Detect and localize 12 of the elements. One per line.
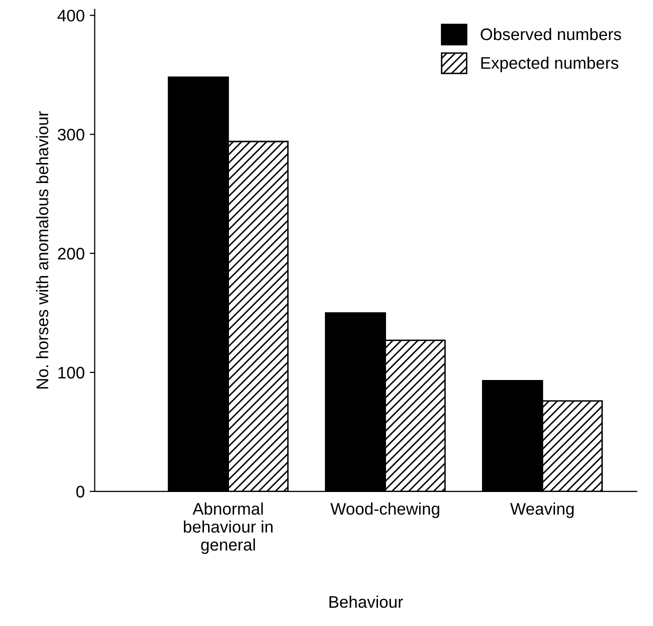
x-tick-label: Wood-chewing xyxy=(330,502,440,518)
x-axis-title: Behaviour xyxy=(330,596,403,608)
y-tick-label: 400 xyxy=(58,10,84,22)
y-tick-label: 100 xyxy=(58,366,84,379)
y-axis-title: No. horses with anomalous behaviour xyxy=(36,111,48,388)
y-tick-label: 200 xyxy=(58,248,84,260)
y-tick-label: 300 xyxy=(58,128,84,141)
y-tick-label: 0 xyxy=(76,486,84,498)
x-tick-label: Abnormal behaviour in general xyxy=(184,502,273,554)
x-tick-label: Weaving xyxy=(510,502,574,518)
legend-label: Observed numbers xyxy=(480,28,622,40)
legend-label: Expected numbers xyxy=(481,56,618,72)
